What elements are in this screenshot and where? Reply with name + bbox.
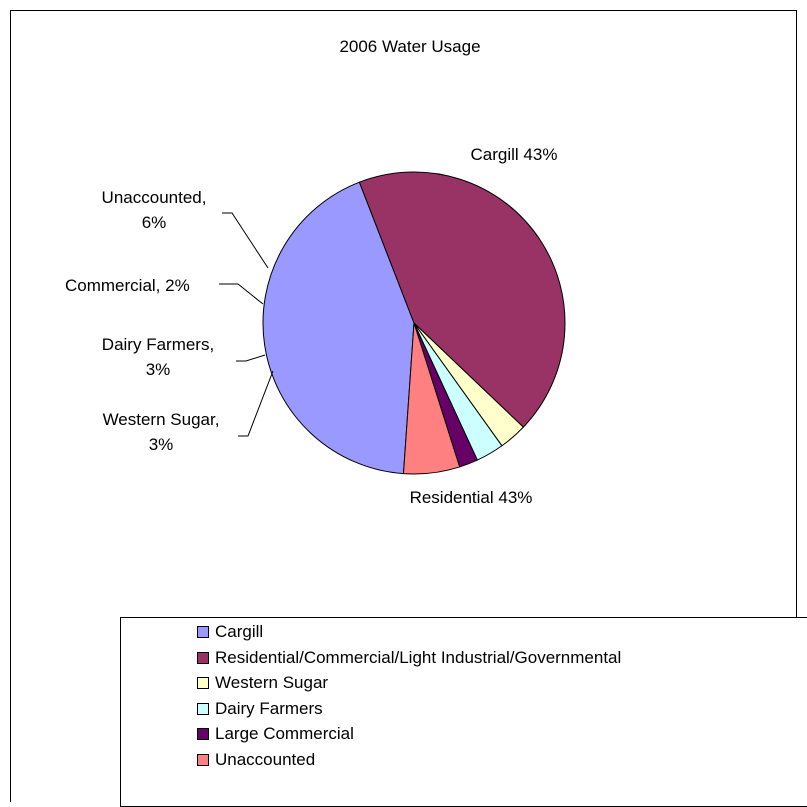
legend-swatch xyxy=(197,728,209,740)
legend-item: Cargill xyxy=(197,620,263,644)
legend-item: Residential/Commercial/Light Industrial/… xyxy=(197,646,621,670)
legend-label: Dairy Farmers xyxy=(215,698,323,718)
legend-item: Western Sugar xyxy=(197,671,328,695)
data-label: Cargill 43% xyxy=(471,145,558,164)
data-label: Dairy Farmers, xyxy=(102,335,214,354)
chart-title: 2006 Water Usage xyxy=(339,37,480,56)
legend-label: Unaccounted xyxy=(215,749,316,769)
data-label: Commercial, 2% xyxy=(65,276,190,295)
data-label: Western Sugar, xyxy=(103,410,220,429)
leader-line xyxy=(222,212,269,269)
legend-label: Cargill xyxy=(215,622,264,641)
pie-slice-cargill xyxy=(262,181,415,475)
legend-swatch xyxy=(197,651,209,664)
data-label: 3% xyxy=(146,360,171,379)
pie-slice-unaccounted xyxy=(402,322,461,475)
legend-label: Large Commercial xyxy=(215,724,354,743)
leader-line xyxy=(219,283,264,305)
legend-item: Dairy Farmers xyxy=(197,697,323,721)
legend-swatch xyxy=(197,626,209,638)
legend-item: Unaccounted xyxy=(197,748,315,772)
legend-swatch xyxy=(197,753,209,766)
legend-label: Western Sugar xyxy=(215,673,329,692)
leader-line xyxy=(238,370,274,437)
legend-item: Large Commercial xyxy=(197,722,354,746)
data-label: Unaccounted, xyxy=(102,188,207,207)
data-label: Residential 43% xyxy=(410,488,533,507)
legend-swatch xyxy=(197,677,209,689)
data-label: 3% xyxy=(149,435,174,454)
leader-line xyxy=(236,354,266,362)
data-label: 6% xyxy=(142,213,167,232)
chart-legend: Cargill Residential/Commercial/Light Indu… xyxy=(120,617,807,807)
legend-swatch xyxy=(197,702,209,715)
pie-slice-residential-commercial-light-industrial-governmental xyxy=(358,171,566,428)
chart-frame xyxy=(10,10,797,802)
legend-label: Residential/Commercial/Light Industrial/… xyxy=(215,647,622,667)
